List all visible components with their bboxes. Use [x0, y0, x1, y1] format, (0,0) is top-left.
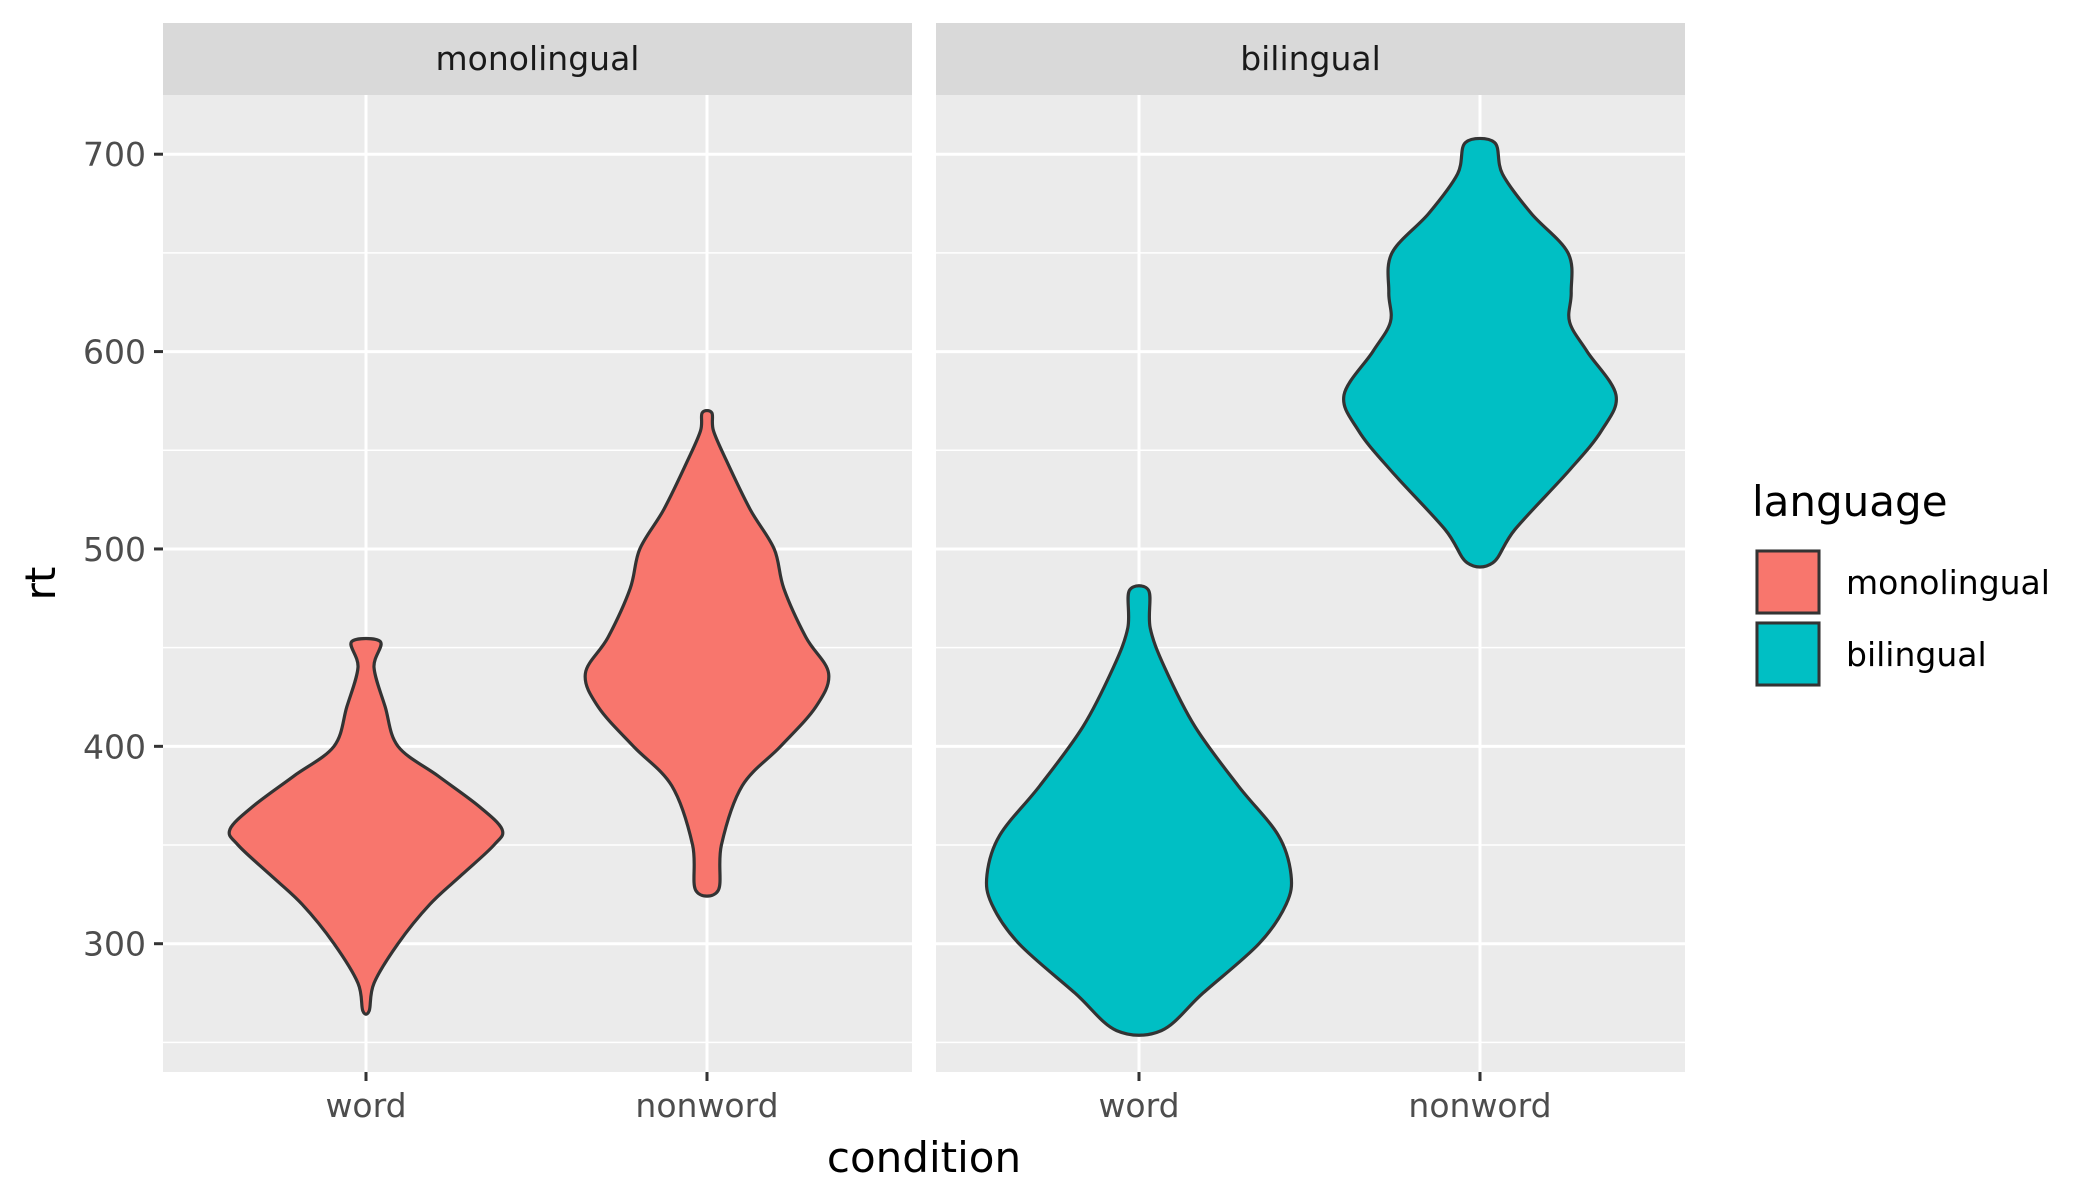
- y-tick-label: 300: [83, 925, 146, 964]
- legend-label: monolingual: [1846, 563, 2050, 602]
- y-axis-title: rt: [16, 567, 65, 601]
- violin-monolingual-word: [227, 636, 505, 1016]
- legend-item-bilingual: bilingual: [1755, 621, 1987, 687]
- facet-strip-label: bilingual: [1240, 39, 1381, 78]
- x-tick-label: word: [1098, 1086, 1179, 1125]
- facet-strip: [163, 23, 912, 95]
- facet-panel-monolingual: monolingual word nonword: [163, 23, 912, 1125]
- legend-swatch: [1755, 549, 1821, 615]
- legend-swatch: [1755, 621, 1821, 687]
- y-tick-label: 500: [83, 530, 146, 569]
- violin-monolingual-nonword: [583, 408, 831, 898]
- y-tick-label: 700: [83, 135, 146, 174]
- legend: language monolingual bilingual: [1752, 477, 2050, 687]
- legend-item-monolingual: monolingual: [1755, 549, 2050, 615]
- facet-strip-label: monolingual: [436, 39, 640, 78]
- violin-bilingual-nonword: [1342, 136, 1618, 569]
- y-axis: 300 400 500 600 700: [83, 135, 163, 964]
- x-tick-label: nonword: [1408, 1086, 1551, 1125]
- facet-panels: monolingual word nonword bilingual word nonwo…: [163, 23, 1685, 1125]
- violin-bilingual-word: [984, 584, 1294, 1037]
- x-tick-label: word: [325, 1086, 406, 1125]
- y-tick-label: 600: [83, 333, 146, 372]
- facet-strip: [936, 23, 1685, 95]
- facet-panel-bilingual: bilingual word nonword: [936, 23, 1685, 1125]
- y-tick-label: 400: [83, 727, 146, 766]
- legend-title: language: [1752, 477, 1948, 526]
- x-tick-label: nonword: [635, 1086, 778, 1125]
- legend-label: bilingual: [1846, 635, 1987, 674]
- panel-background: [163, 95, 912, 1072]
- x-axis-title: condition: [827, 1133, 1021, 1182]
